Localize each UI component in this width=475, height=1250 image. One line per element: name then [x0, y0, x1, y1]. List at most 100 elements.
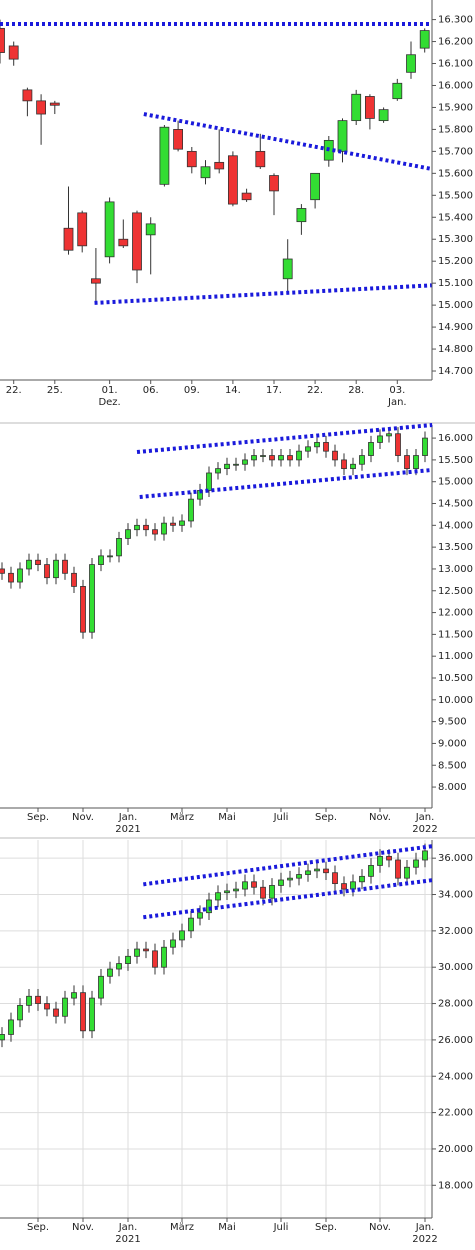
trendline [143, 112, 432, 171]
candle-body [332, 872, 338, 885]
candle-body [242, 459, 248, 465]
trendline [94, 283, 432, 305]
y-tick-label: 11.000 [438, 651, 473, 662]
trendline [143, 844, 433, 887]
candle-body [62, 997, 68, 1017]
y-tick-label: 26.000 [438, 1035, 473, 1046]
candle-body [8, 1019, 14, 1035]
candle-body [404, 866, 410, 879]
candle-body [35, 995, 41, 1004]
candle-body [26, 995, 32, 1006]
candle-body [422, 850, 428, 861]
y-tick-label: 30.000 [438, 962, 473, 973]
y-tick-label: 36.000 [438, 853, 473, 864]
candle-body [8, 572, 14, 583]
y-tick-label: 10.000 [438, 695, 473, 706]
candle-body [310, 172, 321, 201]
x-tick-label: 17. [266, 385, 282, 396]
x-tick-label: Nov. [369, 1222, 391, 1233]
y-tick-label: 15.100 [438, 278, 473, 289]
candle-body [179, 520, 185, 526]
x-tick-label: Nov. [72, 812, 94, 823]
candle-body [118, 238, 129, 247]
x-tick-label: Sep. [27, 812, 49, 823]
candle-body [104, 201, 115, 258]
candle-body [215, 468, 221, 474]
y-tick-label: 12.000 [438, 608, 473, 619]
y-tick-label: 15.600 [438, 168, 473, 179]
y-tick-label: 8.500 [438, 760, 467, 771]
x-tick-label: 09. [184, 385, 200, 396]
x-tick-label: März [170, 812, 194, 823]
candle-body [341, 459, 347, 470]
y-tick-label: 16.000 [438, 80, 473, 91]
candle-body [241, 192, 252, 201]
x-tick-label: 14. [225, 385, 241, 396]
candle-body [278, 879, 284, 886]
candle-body [233, 888, 239, 892]
candle-body [161, 946, 167, 968]
candle-body [287, 877, 293, 881]
y-tick-label: 15.900 [438, 102, 473, 113]
x-tick-label: Juli [273, 1222, 289, 1233]
candle-body [413, 455, 419, 470]
trendline [136, 423, 433, 455]
candle-body [44, 1003, 50, 1010]
candle-body [98, 975, 104, 999]
candle-body [251, 881, 257, 888]
y-tick-label: 15.500 [438, 455, 473, 466]
candle-body [378, 109, 389, 122]
candle-body [260, 886, 266, 899]
candle-body [17, 568, 23, 583]
y-tick-label: 13.000 [438, 564, 473, 575]
candle-body [351, 93, 362, 122]
candle-body [224, 890, 230, 894]
candle-body [116, 538, 122, 557]
candle-body [332, 450, 338, 461]
candle-body [170, 522, 176, 526]
candle-body [170, 939, 176, 948]
candle-body [134, 948, 140, 957]
y-tick-label: 14.500 [438, 499, 473, 510]
y-tick-label: 11.500 [438, 629, 473, 640]
y-tick-label: 13.500 [438, 542, 473, 553]
candle-body [406, 54, 416, 73]
candle-body [17, 1004, 23, 1021]
candle-body [107, 968, 113, 977]
y-tick-label: 15.000 [438, 300, 473, 311]
x-sublabel: Jan. [387, 397, 407, 408]
candle-body [186, 150, 197, 168]
candle-body [386, 855, 392, 861]
y-tick-label: 14.000 [438, 520, 473, 531]
candle-body [419, 30, 430, 49]
x-tick-label: 28. [348, 385, 364, 396]
x-tick-label: Nov. [369, 812, 391, 823]
candle-body [386, 433, 392, 437]
x-tick-label: Jan. [118, 812, 138, 823]
candle-body [197, 912, 203, 919]
x-tick-label: Mai [218, 1222, 236, 1233]
candle-body [314, 868, 320, 872]
candle-body [125, 529, 131, 539]
x-sublabel: 2021 [115, 824, 140, 835]
candle-body [392, 82, 403, 100]
x-tick-label: Sep. [315, 812, 337, 823]
candle-body [22, 89, 33, 102]
y-tick-label: 22.000 [438, 1108, 473, 1119]
candle-body [159, 126, 170, 185]
candle-body [143, 524, 149, 531]
y-tick-label: 9.000 [438, 738, 467, 749]
candle-body [350, 881, 356, 890]
candle-body [227, 155, 238, 205]
candle-body [0, 568, 5, 574]
y-tick-label: 15.700 [438, 146, 473, 157]
candle-body [337, 120, 348, 152]
candle-body [404, 455, 410, 470]
candle-body [173, 129, 184, 150]
candle-body [188, 917, 194, 932]
candle-body [296, 450, 302, 461]
candle-body [413, 859, 419, 868]
candle-body [8, 45, 19, 60]
candle-body [53, 1008, 59, 1017]
